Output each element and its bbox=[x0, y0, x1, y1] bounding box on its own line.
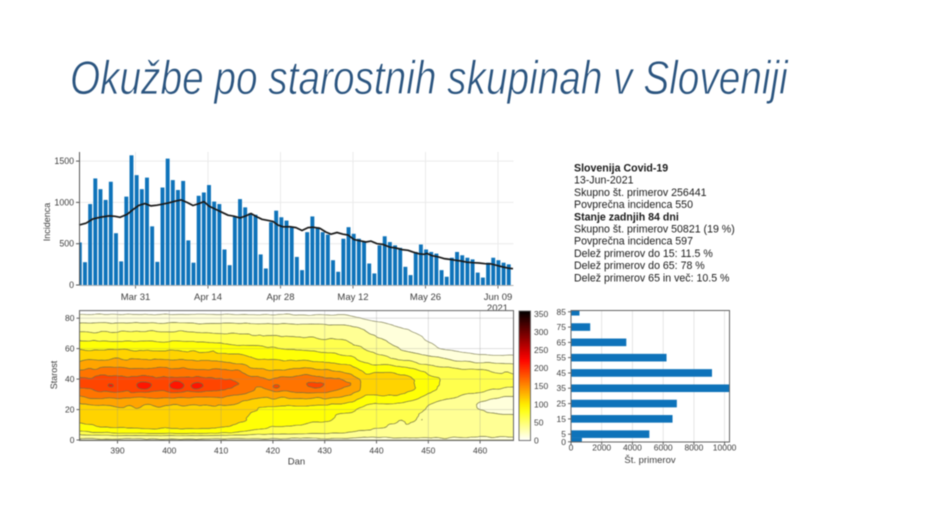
svg-text:Delež primerov do 65: 78 %: Delež primerov do 65: 78 % bbox=[574, 260, 705, 272]
svg-text:Slovenija Covid-19: Slovenija Covid-19 bbox=[574, 163, 668, 175]
svg-text:10000: 10000 bbox=[713, 443, 737, 453]
svg-text:Delež primerov do 15: 11.5 %: Delež primerov do 15: 11.5 % bbox=[574, 248, 713, 260]
svg-text:Skupno št. primerov 256441: Skupno št. primerov 256441 bbox=[574, 187, 707, 199]
svg-text:8000: 8000 bbox=[684, 443, 703, 453]
svg-text:Incidenca: Incidenca bbox=[42, 203, 52, 242]
svg-text:500: 500 bbox=[59, 239, 74, 249]
svg-text:400: 400 bbox=[162, 446, 176, 456]
svg-text:2000: 2000 bbox=[592, 443, 611, 453]
svg-text:450: 450 bbox=[421, 446, 435, 456]
svg-text:440: 440 bbox=[369, 446, 383, 456]
svg-text:40: 40 bbox=[65, 374, 75, 384]
svg-text:200: 200 bbox=[534, 363, 548, 373]
svg-text:45: 45 bbox=[557, 368, 567, 378]
svg-text:80: 80 bbox=[65, 313, 75, 323]
svg-text:85: 85 bbox=[557, 307, 567, 317]
svg-text:0: 0 bbox=[69, 280, 74, 290]
svg-text:Apr 14: Apr 14 bbox=[194, 292, 222, 303]
svg-text:0: 0 bbox=[561, 437, 566, 447]
svg-text:13-Jun-2021: 13-Jun-2021 bbox=[574, 175, 634, 187]
svg-text:5: 5 bbox=[561, 429, 566, 439]
svg-text:100: 100 bbox=[534, 399, 548, 409]
svg-text:Starost: Starost bbox=[49, 360, 59, 389]
svg-text:50: 50 bbox=[534, 417, 544, 427]
svg-text:2021: 2021 bbox=[487, 303, 508, 314]
svg-text:410: 410 bbox=[214, 446, 228, 456]
svg-text:1500: 1500 bbox=[54, 156, 74, 166]
svg-text:Jun 09: Jun 09 bbox=[484, 292, 513, 303]
svg-text:Delež primerov 65 in več: 10.5: Delež primerov 65 in več: 10.5 % bbox=[574, 272, 730, 284]
svg-text:0: 0 bbox=[70, 435, 75, 445]
svg-text:430: 430 bbox=[318, 446, 332, 456]
svg-text:0: 0 bbox=[534, 436, 539, 446]
svg-text:20: 20 bbox=[65, 405, 75, 415]
svg-text:Skupno št. primerov 50821 (19: Skupno št. primerov 50821 (19 %) bbox=[574, 224, 735, 236]
svg-text:Povprečna incidenca 550: Povprečna incidenca 550 bbox=[574, 199, 693, 211]
svg-text:60: 60 bbox=[65, 344, 75, 354]
svg-text:300: 300 bbox=[534, 327, 548, 337]
svg-text:35: 35 bbox=[557, 383, 567, 393]
svg-text:65: 65 bbox=[557, 337, 567, 347]
svg-text:0: 0 bbox=[569, 443, 574, 453]
svg-text:Dan: Dan bbox=[288, 457, 305, 468]
svg-text:Stanje zadnjih 84 dni: Stanje zadnjih 84 dni bbox=[574, 211, 679, 223]
svg-text:May 26: May 26 bbox=[410, 292, 441, 303]
svg-text:420: 420 bbox=[266, 446, 280, 456]
svg-text:390: 390 bbox=[110, 446, 124, 456]
svg-text:250: 250 bbox=[534, 345, 548, 355]
svg-text:55: 55 bbox=[557, 353, 567, 363]
svg-text:350: 350 bbox=[534, 309, 548, 319]
svg-text:6000: 6000 bbox=[654, 443, 673, 453]
svg-text:May 12: May 12 bbox=[337, 292, 368, 303]
svg-text:75: 75 bbox=[557, 322, 567, 332]
svg-text:Povprečna incidenca 597: Povprečna incidenca 597 bbox=[574, 236, 693, 248]
svg-text:Št. primerov: Št. primerov bbox=[624, 455, 675, 466]
svg-text:Mar 31: Mar 31 bbox=[121, 292, 151, 303]
svg-text:Apr 28: Apr 28 bbox=[267, 292, 295, 303]
svg-text:25: 25 bbox=[557, 399, 567, 409]
svg-text:150: 150 bbox=[534, 381, 548, 391]
svg-text:1000: 1000 bbox=[54, 197, 74, 207]
svg-text:4000: 4000 bbox=[623, 443, 642, 453]
svg-text:15: 15 bbox=[557, 414, 567, 424]
svg-text:460: 460 bbox=[473, 446, 487, 456]
